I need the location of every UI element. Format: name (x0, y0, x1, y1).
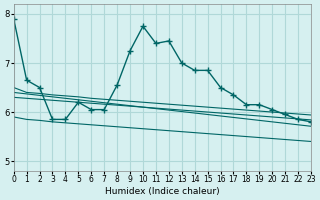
X-axis label: Humidex (Indice chaleur): Humidex (Indice chaleur) (105, 187, 220, 196)
